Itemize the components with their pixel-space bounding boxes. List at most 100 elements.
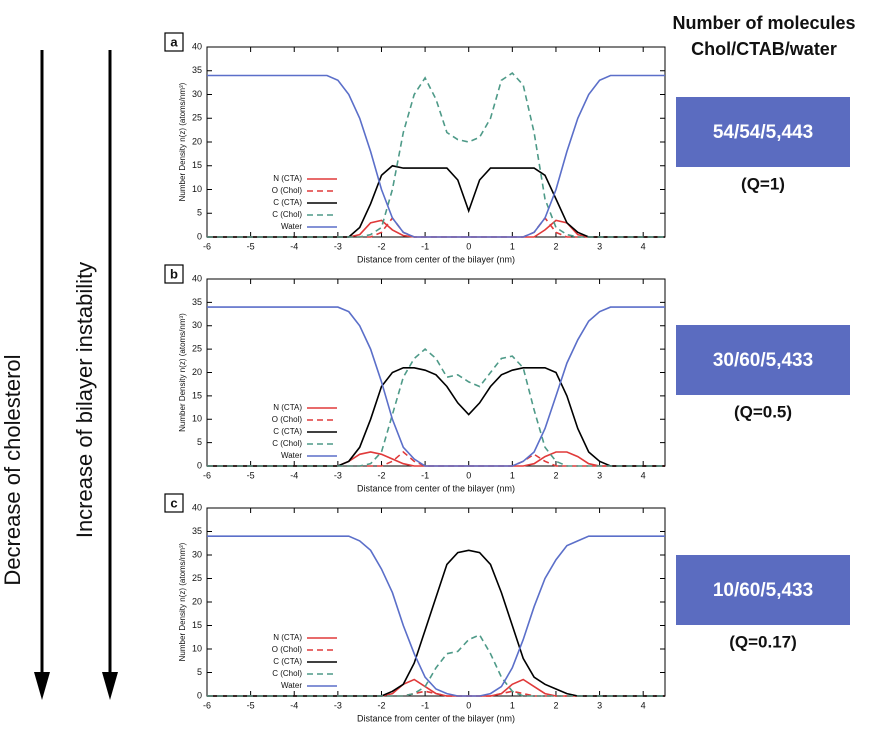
y-tick-label: 25: [192, 573, 202, 583]
series-line: [207, 367, 665, 467]
x-tick-label: -6: [203, 241, 211, 251]
x-tick-label: -6: [203, 470, 211, 480]
legend-label: O (Chol): [272, 415, 303, 424]
x-axis-label: Distance from center of the bilayer (nm): [357, 713, 515, 723]
x-tick-label: -2: [377, 241, 385, 251]
panel-box: [164, 32, 184, 52]
y-tick-label: 40: [192, 41, 202, 51]
legend-label: O (Chol): [272, 186, 303, 195]
x-tick-label: 3: [597, 700, 602, 710]
y-tick-label: 35: [192, 65, 202, 75]
x-tick-label: 0: [466, 241, 471, 251]
legend-label: C (Chol): [272, 210, 302, 219]
y-tick-label: 30: [192, 89, 202, 99]
y-tick-label: 30: [192, 320, 202, 330]
count-box: [676, 555, 850, 625]
y-tick-label: 10: [192, 184, 202, 194]
x-tick-label: -5: [247, 241, 255, 251]
y-axis-label: Number Density n(z) (atoms/nm³): [178, 542, 187, 661]
legend-label: N (CTA): [273, 174, 302, 183]
x-axis-label: Distance from center of the bilayer (nm): [357, 483, 515, 493]
x-tick-label: -5: [247, 470, 255, 480]
y-tick-label: 15: [192, 160, 202, 170]
x-tick-label: 2: [553, 700, 558, 710]
series-line: [207, 535, 665, 697]
x-tick-label: -1: [421, 700, 429, 710]
legend-label: Water: [281, 451, 302, 460]
panel-letter: c: [170, 495, 177, 510]
x-tick-label: -2: [377, 700, 385, 710]
legend-label: Water: [281, 681, 302, 690]
x-tick-label: 4: [641, 241, 646, 251]
x-tick-label: 1: [510, 470, 515, 480]
y-tick-label: 30: [192, 549, 202, 559]
y-tick-label: 35: [192, 297, 202, 307]
y-tick-label: 40: [192, 502, 202, 512]
legend-label: N (CTA): [273, 633, 302, 642]
x-tick-label: 0: [466, 700, 471, 710]
q-label: (Q=0.5): [734, 402, 792, 421]
y-tick-label: 25: [192, 344, 202, 354]
x-tick-label: -3: [334, 241, 342, 251]
y-axis-label: Number Density n(z) (atoms/nm³): [178, 313, 187, 432]
count-box: [676, 97, 850, 167]
x-tick-label: 3: [597, 470, 602, 480]
count-label: 30/60/5,433: [713, 350, 813, 371]
x-tick-label: 1: [510, 241, 515, 251]
y-tick-label: 20: [192, 596, 202, 606]
panel-box: [164, 264, 184, 284]
y-tick-label: 0: [197, 460, 202, 470]
series-line: [207, 348, 665, 467]
panel-letter: b: [170, 266, 178, 281]
header: Number of molecules: [672, 13, 855, 33]
y-tick-label: 40: [192, 273, 202, 283]
x-tick-label: -4: [290, 241, 298, 251]
x-tick-label: 2: [553, 470, 558, 480]
x-tick-label: -4: [290, 470, 298, 480]
arrow-head: [102, 672, 118, 700]
panel-box: [164, 493, 184, 513]
count-label: 10/60/5,433: [713, 580, 813, 601]
y-tick-label: 35: [192, 526, 202, 536]
y-tick-label: 10: [192, 643, 202, 653]
series-line: [207, 633, 665, 697]
series-line: [207, 74, 665, 238]
y-tick-label: 5: [197, 667, 202, 677]
legend-label: C (Chol): [272, 439, 302, 448]
y-tick-label: 20: [192, 367, 202, 377]
x-tick-label: 4: [641, 470, 646, 480]
arrow-label: Decrease of cholesterol: [0, 354, 25, 585]
series-line: [207, 72, 665, 238]
x-tick-label: 1: [510, 700, 515, 710]
x-tick-label: -2: [377, 470, 385, 480]
legend-label: Water: [281, 222, 302, 231]
x-tick-label: -3: [334, 700, 342, 710]
legend-label: C (CTA): [273, 198, 302, 207]
count-box: [676, 325, 850, 395]
x-tick-label: -6: [203, 700, 211, 710]
y-tick-label: 20: [192, 136, 202, 146]
series-line: [207, 678, 665, 697]
x-tick-label: 3: [597, 241, 602, 251]
y-tick-label: 10: [192, 414, 202, 424]
y-tick-label: 5: [197, 208, 202, 218]
legend-label: C (Chol): [272, 669, 302, 678]
x-tick-label: -1: [421, 241, 429, 251]
x-tick-label: -1: [421, 470, 429, 480]
panel-letter: a: [170, 34, 178, 49]
q-label: (Q=1): [741, 174, 785, 193]
x-tick-label: -4: [290, 700, 298, 710]
x-tick-label: 0: [466, 470, 471, 480]
x-tick-label: -5: [247, 700, 255, 710]
y-tick-label: 25: [192, 113, 202, 123]
legend-label: C (CTA): [273, 427, 302, 436]
y-tick-label: 15: [192, 620, 202, 630]
x-axis-label: Distance from center of the bilayer (nm): [357, 254, 515, 264]
y-tick-label: 0: [197, 690, 202, 700]
series-line: [207, 219, 665, 238]
legend-label: C (CTA): [273, 657, 302, 666]
y-tick-label: 0: [197, 231, 202, 241]
x-tick-label: -3: [334, 470, 342, 480]
series-line: [207, 306, 665, 467]
